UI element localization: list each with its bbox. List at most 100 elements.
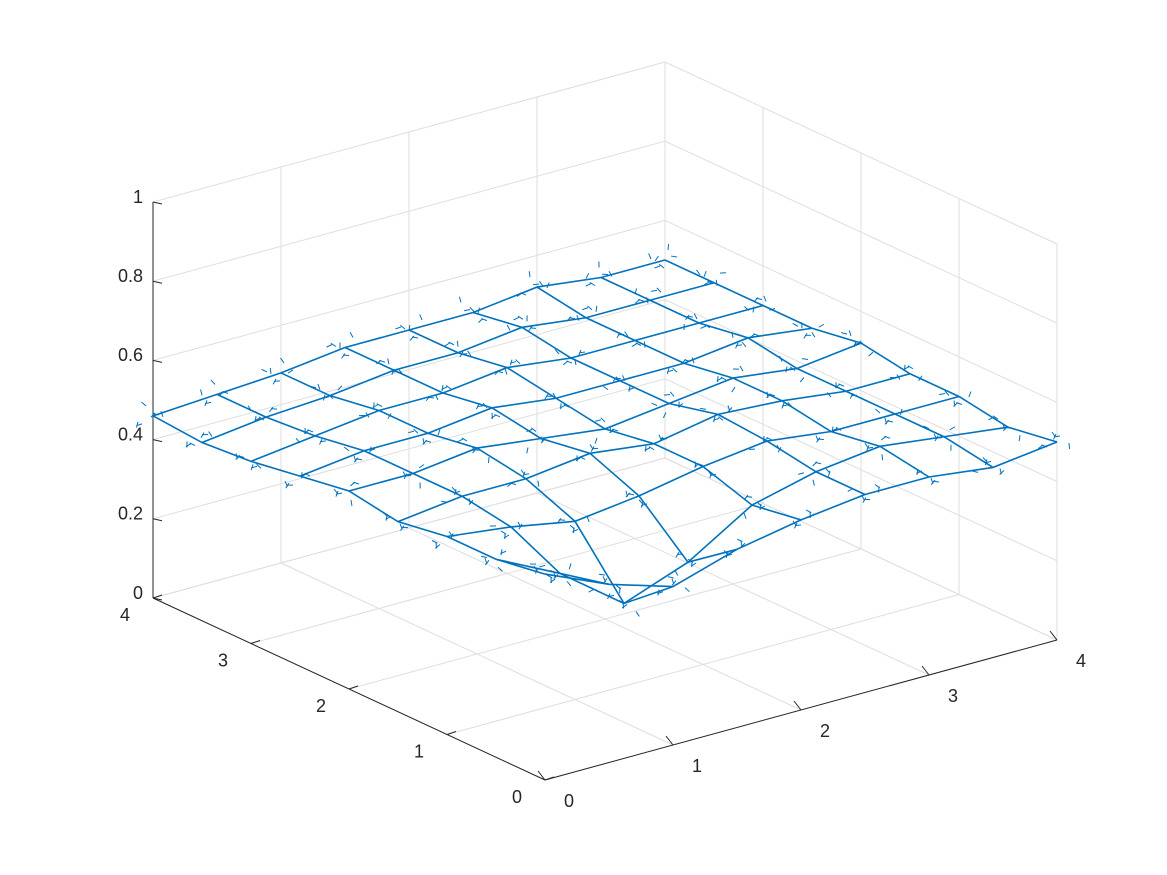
surface-dash (269, 367, 272, 374)
surface-line (344, 346, 738, 564)
y-tick (152, 594, 163, 599)
surface-dash (769, 308, 776, 311)
grid-line (446, 594, 960, 735)
surface-dash (745, 495, 753, 498)
surface-dash (578, 351, 586, 354)
surface-dash (671, 580, 677, 586)
surface-dash (752, 306, 755, 313)
surface-dash (247, 405, 252, 412)
surface-dash (690, 562, 697, 567)
surface-dash (558, 519, 566, 521)
surface-line (472, 311, 866, 496)
surface-dash (445, 385, 452, 390)
grid-line (152, 299, 666, 441)
x-tick-label: 3 (948, 686, 958, 706)
surface-dash (743, 512, 747, 519)
surface-dash (319, 440, 327, 443)
surface-dash (841, 332, 848, 335)
surface-line (664, 259, 1058, 443)
surface-dash (644, 447, 651, 451)
surface-dash (631, 343, 638, 348)
surface-dash (372, 404, 379, 408)
surface-dash (657, 591, 664, 595)
surface-dash (710, 474, 717, 477)
surface-dash (256, 463, 262, 469)
surface-dash (322, 394, 326, 401)
surface-dash (916, 468, 919, 475)
surface-dash (503, 534, 510, 539)
surface-dash (741, 341, 747, 348)
surface-dash (517, 315, 524, 320)
surface-dash (875, 408, 881, 414)
y-tick-label: 0 (512, 787, 522, 807)
surface-dash (703, 270, 707, 277)
surface-dash (542, 439, 550, 441)
surface-dash (317, 383, 321, 390)
surface-dash (640, 501, 644, 508)
surface-dash (258, 416, 265, 421)
z-tick-label: 0 (133, 583, 143, 603)
surface-dash (454, 489, 457, 496)
surface-dash (310, 385, 317, 389)
surface-dash (456, 340, 459, 347)
y-tick-label: 2 (316, 696, 326, 716)
surface-dash (518, 523, 523, 530)
surface-dash (672, 367, 678, 373)
surface-dash (669, 391, 675, 397)
surface-dash (743, 494, 749, 501)
x-tick (921, 665, 930, 676)
surface-dash (614, 377, 622, 380)
surface-dash (189, 442, 196, 446)
surface-dash (468, 499, 474, 505)
surface-dash (513, 316, 520, 321)
surface-dash (667, 369, 674, 373)
x-tick-label: 4 (1076, 651, 1086, 671)
surface-dash (1041, 444, 1048, 448)
surface-line (152, 415, 546, 575)
surface-dash (622, 375, 626, 381)
surface-dash (379, 359, 386, 363)
surface-dash (949, 426, 956, 431)
surface-dash (835, 426, 842, 431)
surface-dash (654, 255, 659, 262)
surface-dash (657, 589, 660, 596)
surface-dash (715, 279, 718, 286)
surface-dash (497, 566, 503, 572)
surface-dash (413, 428, 419, 434)
surface-dash (903, 364, 906, 371)
surface-dash (477, 307, 480, 314)
surface-dash (400, 324, 406, 330)
surface-dash (798, 472, 805, 475)
surface-dash (801, 358, 809, 360)
surface-line (250, 304, 764, 463)
x-tick-label: 2 (820, 721, 830, 741)
surface-dash (658, 263, 665, 269)
surface-dash (397, 368, 403, 374)
surface-dash (641, 503, 648, 507)
surface-dash (662, 412, 667, 419)
y-tick-label: 4 (120, 605, 130, 625)
surface-dash (785, 366, 788, 373)
surface-dash (923, 425, 930, 430)
surface-dash (369, 446, 372, 453)
z-tick (152, 439, 163, 443)
surface-dash (887, 420, 894, 423)
surface-dash (831, 428, 838, 432)
surface-dash (385, 516, 392, 520)
surface-dash (674, 569, 679, 576)
surface-dash (387, 413, 392, 419)
surface-dash (268, 406, 274, 413)
surface-dash (528, 271, 531, 278)
surface-dash (634, 288, 638, 295)
surface-dash (554, 349, 560, 355)
surface-dash (907, 365, 914, 370)
surface-dash (932, 480, 940, 483)
x-tick (665, 735, 674, 746)
surface-dash (684, 359, 691, 362)
surface-dash (659, 436, 664, 442)
surface-dash (480, 555, 487, 559)
surface-dash (827, 470, 831, 477)
surface-dash (450, 535, 458, 537)
